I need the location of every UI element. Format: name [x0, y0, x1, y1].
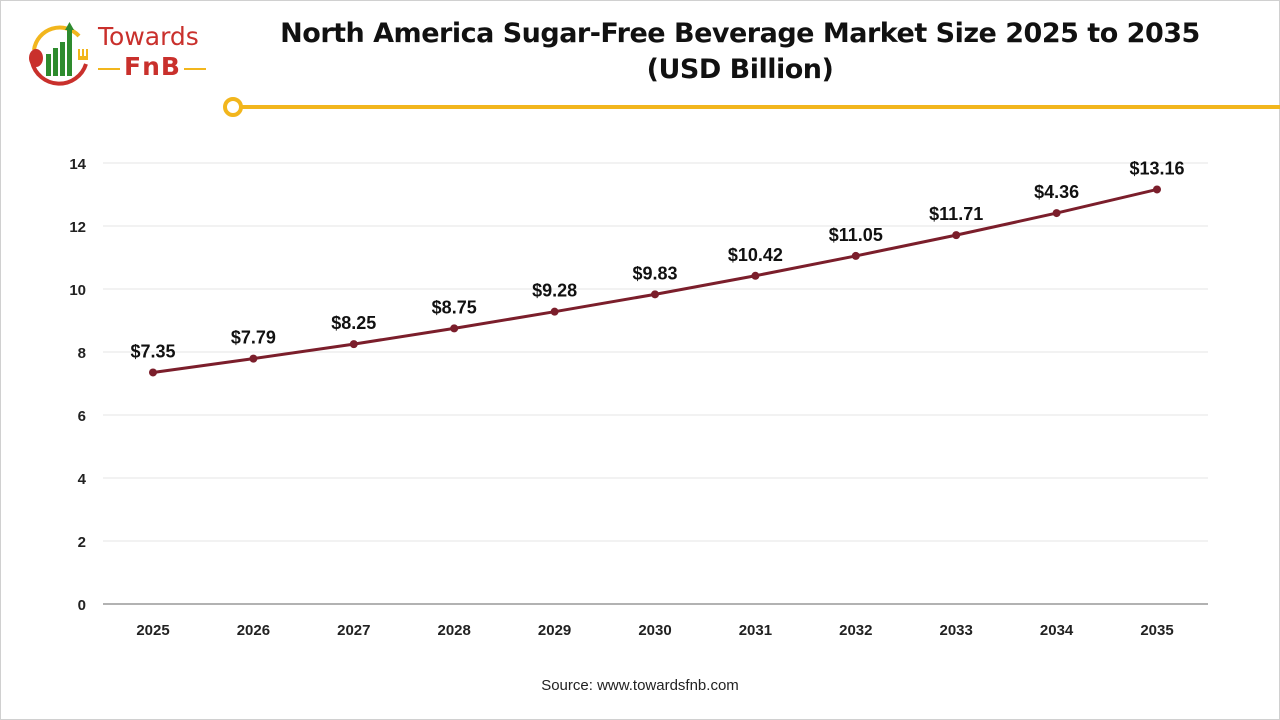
data-point: [550, 307, 559, 316]
x-tick-label: 2032: [839, 622, 872, 639]
data-label: $10.42: [728, 245, 783, 265]
x-tick-label: 2031: [739, 622, 772, 639]
data-point: [1153, 185, 1161, 194]
y-tick-label: 10: [69, 282, 86, 299]
x-tick-label: 2030: [638, 622, 671, 639]
source-note: Source: www.towardsfnb.com: [541, 677, 739, 694]
data-label: $8.75: [432, 297, 477, 317]
y-tick-label: 6: [78, 408, 86, 425]
data-point: [952, 231, 961, 240]
data-point: [149, 368, 157, 377]
y-tick-label: 14: [69, 156, 86, 173]
y-tick-label: 4: [78, 471, 87, 488]
data-point: [450, 324, 459, 333]
data-point: [851, 251, 860, 260]
y-tick-label: 0: [78, 597, 86, 614]
data-point: [751, 271, 760, 280]
data-label: $8.25: [331, 313, 376, 333]
title-line-2: (USD Billion): [646, 54, 834, 85]
x-tick-label: 2034: [1040, 622, 1074, 639]
x-tick-label: 2025: [136, 622, 169, 639]
title-line-1: North America Sugar-Free Beverage Market…: [280, 18, 1200, 49]
data-label: $9.28: [532, 281, 577, 301]
data-point: [249, 354, 258, 363]
x-tick-label: 2033: [940, 622, 973, 639]
x-tick-label: 2028: [438, 622, 471, 639]
chart-title: North America Sugar-Free Beverage Market…: [260, 16, 1220, 88]
data-point: [349, 340, 358, 349]
towards-fnb-logo: Towards FnB: [24, 18, 214, 88]
y-tick-label: 8: [78, 345, 86, 362]
data-label: $9.83: [632, 263, 677, 283]
y-tick-label: 2: [78, 534, 86, 551]
x-tick-label: 2035: [1140, 622, 1173, 639]
data-point: [1052, 209, 1061, 218]
data-label: $13.16: [1129, 158, 1184, 178]
logo-text-bottom: FnB: [124, 52, 181, 81]
data-label: $7.35: [130, 341, 175, 361]
x-tick-label: 2026: [237, 622, 270, 639]
x-tick-label: 2027: [337, 622, 370, 639]
data-label: $11.71: [929, 204, 983, 224]
logo-text-top: Towards: [98, 22, 199, 51]
logo-chart-icon: [29, 22, 88, 86]
x-tick-label: 2029: [538, 622, 571, 639]
data-point: [651, 290, 659, 299]
data-label: $7.79: [231, 328, 276, 348]
accent-divider: [223, 97, 1280, 117]
data-label: $11.05: [829, 225, 883, 245]
data-label: $4.36: [1034, 182, 1079, 202]
y-tick-label: 12: [69, 219, 86, 236]
